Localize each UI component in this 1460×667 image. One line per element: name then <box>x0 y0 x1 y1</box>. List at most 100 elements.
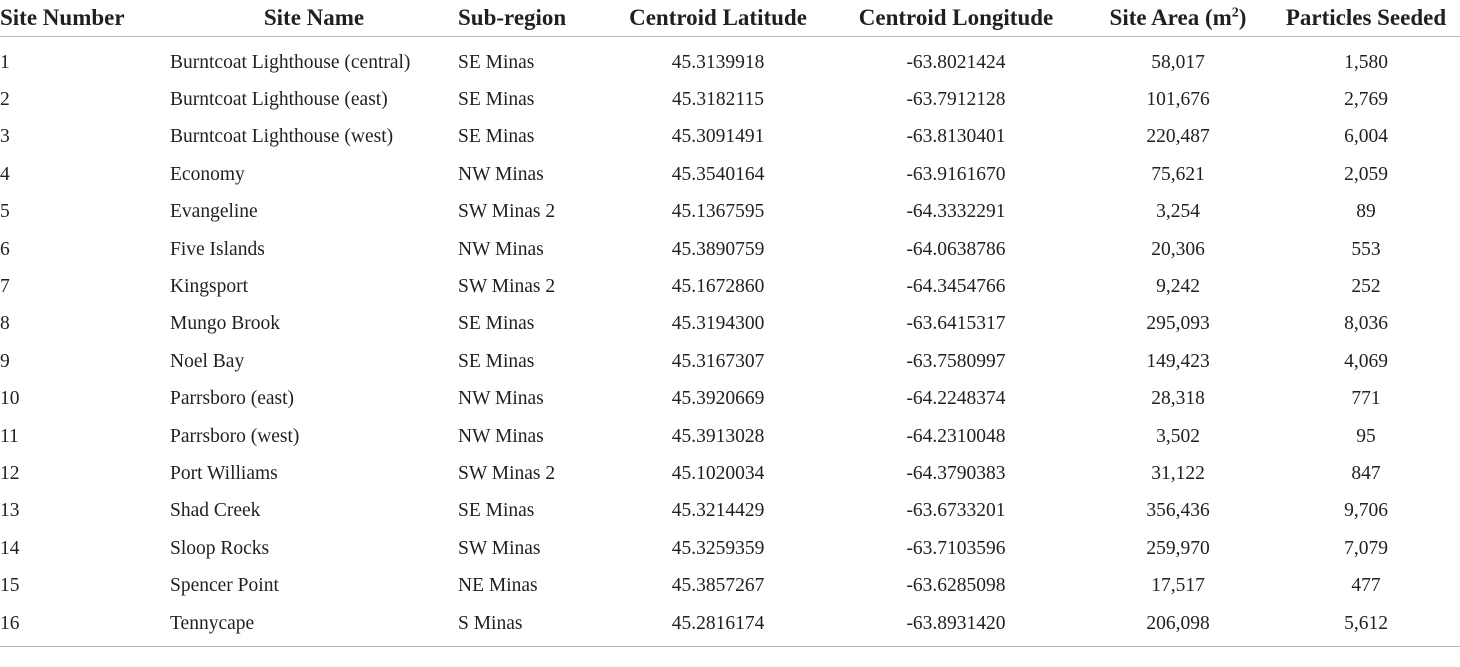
cell-particles-seeded: 2,059 <box>1344 163 1388 185</box>
cell-centroid-longitude: -63.6415317 <box>906 313 1006 335</box>
cell-site-area: 20,306 <box>1151 238 1205 260</box>
cell-particles-seeded: 5,612 <box>1272 604 1460 648</box>
cell-site-number: 9 <box>0 350 10 372</box>
cell-site-number: 2 <box>0 89 10 111</box>
cell-site-area: 3,254 <box>1156 201 1200 223</box>
cell-centroid-latitude: 45.1367595 <box>671 201 765 223</box>
cell-centroid-latitude: 45.1672860 <box>671 276 765 298</box>
cell-particles-seeded: 6,004 <box>1344 126 1388 148</box>
table-row: 9 Noel Bay SE Minas 45.3167307 -63.7580997 14… <box>0 343 1460 380</box>
cell-sub-region: SE Minas <box>458 350 535 372</box>
cell-sub-region: SW Minas 2 <box>458 462 556 484</box>
cell-site-name: Burntcoat Lighthouse (east) <box>170 89 388 111</box>
cell-centroid-longitude: -64.2248374 <box>906 388 1006 410</box>
cell-site-area: 58,017 <box>1151 51 1205 73</box>
header-site-number: Site Number <box>0 0 170 37</box>
cell-site-number: 15 <box>0 575 20 597</box>
cell-centroid-latitude: 45.3091491 <box>671 126 765 148</box>
table-body: 1 Burntcoat Lighthouse (central) SE Minas 4… <box>0 37 1460 648</box>
header-centroid-longitude: Centroid Longitude <box>828 0 1084 37</box>
table-row: 7 Kingsport SW Minas 2 45.1672860 -64.345476… <box>0 268 1460 305</box>
table-row: 4 Economy NW Minas 45.3540164 -63.9161670 75,… <box>0 156 1460 193</box>
header-site-area-close: ) <box>1238 5 1247 30</box>
cell-sub-region: SW Minas 2 <box>458 201 556 223</box>
cell-site-number: 12 <box>0 462 20 484</box>
cell-site-name: Noel Bay <box>170 350 245 372</box>
cell-site-name: Five Islands <box>170 238 265 260</box>
cell-site-number: 10 <box>0 388 20 410</box>
header-site-area: Site Area (m2) <box>1084 0 1272 37</box>
cell-centroid-latitude: 45.1020034 <box>671 462 765 484</box>
table-row: 12 Port Williams SW Minas 2 45.1020034 -64.3… <box>0 455 1460 492</box>
cell-site-area: 149,423 <box>1146 350 1210 372</box>
table-row: 6 Five Islands NW Minas 45.3890759 -64.06387… <box>0 231 1460 268</box>
cell-sub-region: SE Minas <box>458 126 535 148</box>
cell-particles-seeded: 477 <box>1351 575 1381 597</box>
table-row: 2 Burntcoat Lighthouse (east) SE Minas 45.3… <box>0 81 1460 118</box>
cell-site-number: 13 <box>0 500 20 522</box>
cell-site-area: 295,093 <box>1146 313 1210 335</box>
table-row: 1 Burntcoat Lighthouse (central) SE Minas 4… <box>0 37 1460 82</box>
header-row: Site Number Site Name Sub-region Centroi… <box>0 0 1460 37</box>
cell-site-name: Spencer Point <box>170 575 279 597</box>
cell-sub-region: SE Minas <box>458 89 535 111</box>
cell-site-number: 1 <box>0 51 10 73</box>
table-row: 8 Mungo Brook SE Minas 45.3194300 -63.641531… <box>0 306 1460 343</box>
table-row: 5 Evangeline SW Minas 2 45.1367595 -64.33322… <box>0 194 1460 231</box>
cell-site-name: Tennycape <box>170 604 458 648</box>
cell-site-area: 9,242 <box>1156 276 1200 298</box>
cell-centroid-latitude: 45.3890759 <box>671 238 765 260</box>
cell-centroid-longitude: -63.8021424 <box>906 51 1006 73</box>
cell-particles-seeded: 9,706 <box>1344 500 1388 522</box>
cell-sub-region: SW Minas 2 <box>458 276 556 298</box>
cell-site-number: 5 <box>0 201 10 223</box>
cell-site-name: Sloop Rocks <box>170 537 270 559</box>
cell-site-number: 3 <box>0 126 10 148</box>
cell-sub-region: NW Minas <box>458 425 544 447</box>
cell-centroid-longitude: -63.7580997 <box>906 350 1006 372</box>
cell-sub-region: NW Minas <box>458 163 544 185</box>
cell-centroid-latitude: 45.3182115 <box>672 89 764 111</box>
cell-site-area: 28,318 <box>1151 388 1205 410</box>
cell-centroid-longitude: -63.8130401 <box>906 126 1006 148</box>
header-site-area-text: Site Area (m <box>1109 5 1232 30</box>
cell-site-name: Economy <box>170 163 245 185</box>
table-row: 3 Burntcoat Lighthouse (west) SE Minas 45.3… <box>0 119 1460 156</box>
cell-particles-seeded: 7,079 <box>1344 537 1388 559</box>
cell-sub-region: SW Minas <box>458 537 541 559</box>
header-centroid-latitude: Centroid Latitude <box>608 0 828 37</box>
cell-sub-region: NW Minas <box>458 388 544 410</box>
cell-sub-region: SE Minas <box>458 51 535 73</box>
cell-site-name: Port Williams <box>170 462 278 484</box>
cell-site-area: 101,676 <box>1146 89 1210 111</box>
cell-particles-seeded: 2,769 <box>1344 89 1388 111</box>
cell-particles-seeded: 771 <box>1351 388 1381 410</box>
cell-centroid-latitude: 45.2816174 <box>608 604 828 648</box>
cell-site-area: 17,517 <box>1151 575 1205 597</box>
cell-centroid-longitude: -64.3454766 <box>906 276 1006 298</box>
cell-particles-seeded: 252 <box>1351 276 1381 298</box>
cell-centroid-longitude: -64.3790383 <box>906 462 1006 484</box>
cell-sub-region: S Minas <box>458 604 608 648</box>
table-row: 13 Shad Creek SE Minas 45.3214429 -63.673320… <box>0 493 1460 530</box>
table-row: 14 Sloop Rocks SW Minas 45.3259359 -63.71035… <box>0 530 1460 567</box>
cell-site-number: 8 <box>0 313 10 335</box>
cell-centroid-longitude: -63.7103596 <box>906 537 1006 559</box>
cell-centroid-latitude: 45.3194300 <box>671 313 765 335</box>
cell-particles-seeded: 89 <box>1356 201 1376 223</box>
cell-site-number: 11 <box>0 425 19 447</box>
cell-site-area: 206,098 <box>1084 604 1272 648</box>
cell-particles-seeded: 95 <box>1356 425 1376 447</box>
cell-particles-seeded: 1,580 <box>1344 51 1388 73</box>
cell-site-area: 3,502 <box>1156 425 1200 447</box>
cell-sub-region: SE Minas <box>458 313 535 335</box>
cell-centroid-longitude: -63.6733201 <box>906 500 1006 522</box>
cell-site-name: Evangeline <box>170 201 258 223</box>
cell-particles-seeded: 8,036 <box>1344 313 1388 335</box>
cell-site-name: Mungo Brook <box>170 313 280 335</box>
cell-centroid-latitude: 45.3259359 <box>671 537 765 559</box>
cell-site-area: 31,122 <box>1151 462 1205 484</box>
sites-table: Site Number Site Name Sub-region Centroi… <box>0 0 1460 648</box>
cell-site-area: 356,436 <box>1146 500 1210 522</box>
cell-centroid-latitude: 45.3857267 <box>671 575 765 597</box>
